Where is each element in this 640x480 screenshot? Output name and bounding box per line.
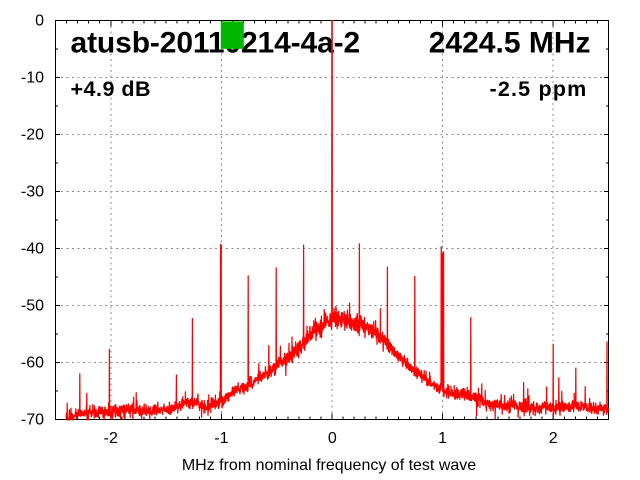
svg-text:atusb-20110214-4a-2: atusb-20110214-4a-2 (71, 27, 361, 60)
svg-text:+4.9 dB: +4.9 dB (71, 77, 152, 101)
svg-text:-40: -40 (21, 241, 44, 258)
svg-text:0: 0 (35, 13, 44, 30)
svg-text:2424.5 MHz: 2424.5 MHz (429, 27, 591, 60)
svg-text:-1: -1 (214, 430, 228, 447)
svg-text:-50: -50 (21, 298, 44, 315)
svg-text:0: 0 (328, 430, 337, 447)
svg-text:-70: -70 (21, 412, 44, 429)
svg-text:MHz from nominal frequency of: MHz from nominal frequency of test wave (182, 457, 476, 474)
svg-text:-20: -20 (21, 127, 44, 144)
svg-text:1: 1 (438, 430, 447, 447)
svg-text:-10: -10 (21, 70, 44, 87)
svg-text:2: 2 (549, 430, 558, 447)
svg-text:-30: -30 (21, 184, 44, 201)
svg-text:-2: -2 (104, 430, 118, 447)
svg-text:-2.5 ppm: -2.5 ppm (489, 77, 587, 101)
svg-text:-60: -60 (21, 355, 44, 372)
